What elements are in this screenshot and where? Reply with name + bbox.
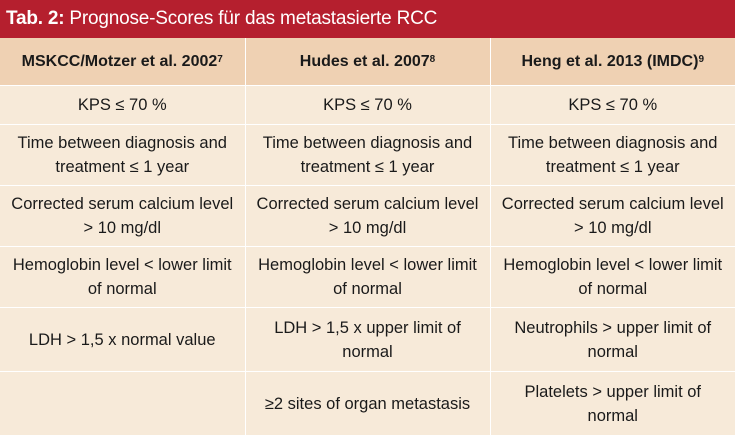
table-cell: Neutrophils > upper limit of normal [490, 308, 735, 372]
reference-mark: 9 [698, 54, 704, 65]
table-row: ≥2 sites of organ metastasis Platelets >… [0, 372, 735, 435]
table-cell: Corrected serum calcium level > 10 mg/dl [245, 186, 490, 247]
table-cell [0, 372, 245, 435]
table-cell: LDH > 1,5 x normal value [0, 308, 245, 372]
table-label: Tab. 2: [6, 8, 64, 30]
table-cell: Hemoglobin level < lower limit of normal [490, 247, 735, 308]
column-header-hudes: Hudes et al. 20078 [245, 38, 490, 86]
table-cell: Hemoglobin level < lower limit of normal [0, 247, 245, 308]
table-row: Time between diagnosis and treatment ≤ 1… [0, 125, 735, 186]
reference-mark: 8 [430, 54, 436, 65]
table-cell: KPS ≤ 70 % [490, 86, 735, 125]
table-title: Tab. 2: Prognose-Scores für das metastas… [0, 0, 735, 38]
table-cell: Time between diagnosis and treatment ≤ 1… [490, 125, 735, 186]
table-cell: ≥2 sites of organ metastasis [245, 372, 490, 435]
column-header-mskcc: MSKCC/Motzer et al. 20027 [0, 38, 245, 86]
table-row: Corrected serum calcium level > 10 mg/dl… [0, 186, 735, 247]
table-cell: Corrected serum calcium level > 10 mg/dl [490, 186, 735, 247]
table-row: KPS ≤ 70 % KPS ≤ 70 % KPS ≤ 70 % [0, 86, 735, 125]
table-cell: LDH > 1,5 x upper limit of normal [245, 308, 490, 372]
column-header-heng: Heng et al. 2013 (IMDC)9 [490, 38, 735, 86]
reference-mark: 7 [217, 54, 223, 65]
table-cell: KPS ≤ 70 % [0, 86, 245, 125]
table-row: Hemoglobin level < lower limit of normal… [0, 247, 735, 308]
table-row: LDH > 1,5 x normal value LDH > 1,5 x upp… [0, 308, 735, 372]
prognosis-scores-table: MSKCC/Motzer et al. 20027 Hudes et al. 2… [0, 38, 735, 435]
table-cell: Hemoglobin level < lower limit of normal [245, 247, 490, 308]
header-row: MSKCC/Motzer et al. 20027 Hudes et al. 2… [0, 38, 735, 86]
table-caption: Prognose-Scores für das metastasierte RC… [69, 8, 437, 30]
table-cell: Platelets > upper limit of normal [490, 372, 735, 435]
table-cell: Corrected serum calcium level > 10 mg/dl [0, 186, 245, 247]
table-cell: Time between diagnosis and treatment ≤ 1… [245, 125, 490, 186]
table-cell: Time between diagnosis and treatment ≤ 1… [0, 125, 245, 186]
table-cell: KPS ≤ 70 % [245, 86, 490, 125]
table-figure: Tab. 2: Prognose-Scores für das metastas… [0, 0, 735, 426]
